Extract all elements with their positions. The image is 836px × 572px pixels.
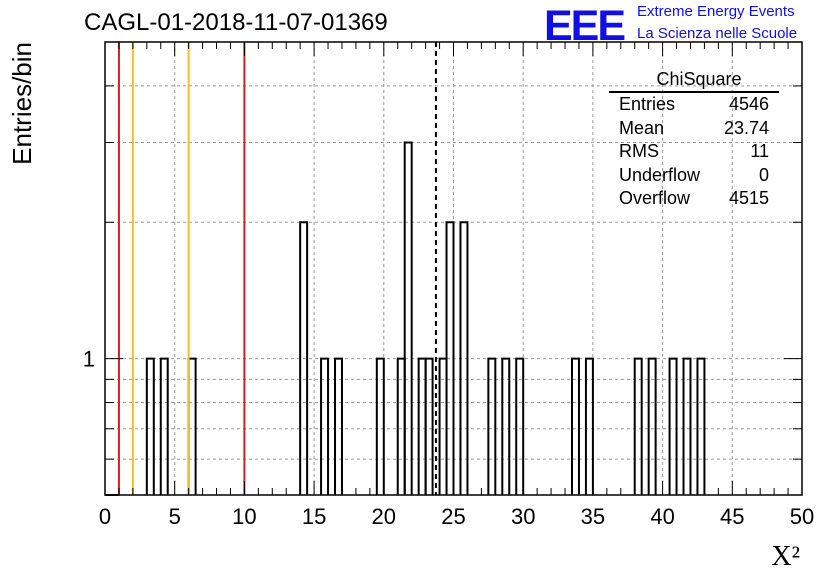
histogram-bar bbox=[145, 357, 155, 495]
stats-row-underflow: Underflow 0 bbox=[609, 164, 779, 188]
stats-title: ChiSquare bbox=[609, 67, 779, 93]
stats-key: RMS bbox=[619, 141, 659, 161]
histogram-bar bbox=[424, 357, 434, 495]
stats-value: 0 bbox=[758, 164, 769, 185]
histogram-bar bbox=[515, 357, 525, 495]
stats-row-entries: Entries 4546 bbox=[609, 93, 779, 117]
x-tick-label: 0 bbox=[99, 504, 111, 529]
eee-logo: EEE bbox=[544, 2, 626, 50]
histogram-bar bbox=[487, 357, 497, 495]
histogram-bar bbox=[375, 357, 385, 495]
x-tick-label: 20 bbox=[372, 504, 396, 529]
stats-key: Mean bbox=[619, 117, 665, 138]
x-tick-label: 25 bbox=[441, 504, 465, 529]
stats-value: 4515 bbox=[728, 188, 769, 208]
histogram-bar bbox=[682, 357, 692, 495]
stats-key: Overflow bbox=[619, 188, 691, 208]
chart-title: CAGL-01-2018-11-07-01369 bbox=[84, 9, 388, 36]
y-axis-label: Entries/bin bbox=[7, 42, 37, 165]
histogram-bar bbox=[570, 357, 580, 495]
x-tick-label: 15 bbox=[302, 504, 326, 529]
x-tick-label: 5 bbox=[169, 504, 181, 529]
histogram-bar bbox=[320, 357, 330, 495]
x-axis-label: X² bbox=[771, 541, 800, 572]
histogram-bar bbox=[299, 221, 309, 495]
histogram-bar bbox=[668, 357, 678, 495]
stats-value: 11 bbox=[750, 141, 769, 161]
logo-line-2: La Scienza nelle Scuole bbox=[637, 25, 798, 42]
x-tick-label: 35 bbox=[581, 504, 605, 529]
stats-key: Entries bbox=[619, 94, 676, 114]
x-tick-label: 45 bbox=[720, 504, 744, 529]
stats-value: 23.74 bbox=[723, 117, 769, 138]
histogram-bar bbox=[445, 221, 455, 495]
stats-box: ChiSquare Entries 4546 Mean 23.74 RMS 11… bbox=[609, 67, 779, 211]
histogram-bar bbox=[501, 357, 511, 495]
y-tick-label: 1 bbox=[83, 347, 95, 372]
x-tick-label: 10 bbox=[232, 504, 256, 529]
histogram-bar bbox=[159, 357, 169, 495]
logo-line-1: Extreme Energy Events bbox=[637, 3, 795, 20]
stats-value: 4546 bbox=[728, 94, 769, 114]
histogram-bar bbox=[403, 141, 413, 495]
stats-row-overflow: Overflow 4515 bbox=[609, 187, 779, 211]
stats-row-mean: Mean 23.74 bbox=[609, 117, 779, 141]
stats-row-rms: RMS 11 bbox=[609, 140, 779, 164]
x-tick-label: 30 bbox=[511, 504, 535, 529]
x-tick-label: 50 bbox=[790, 504, 814, 529]
x-tick-label: 40 bbox=[650, 504, 674, 529]
histogram-bar bbox=[696, 357, 706, 495]
histogram-bar bbox=[584, 357, 594, 495]
stats-key: Underflow bbox=[619, 164, 701, 185]
histogram-bar bbox=[647, 357, 657, 495]
histogram-bar bbox=[459, 221, 469, 495]
histogram-bar bbox=[334, 357, 343, 495]
histogram-bar bbox=[633, 357, 643, 495]
